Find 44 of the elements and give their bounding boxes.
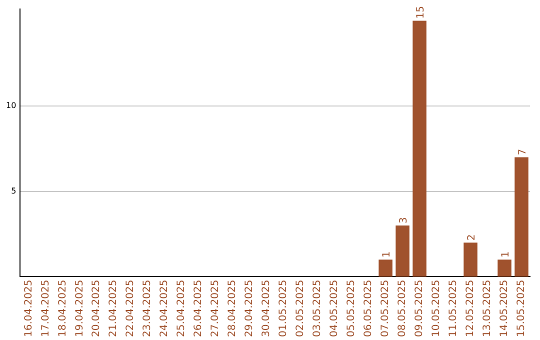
x-tick-label: 22.04.2025	[125, 280, 136, 338]
x-tick-label: 11.05.2025	[448, 280, 460, 338]
x-tick-label: 02.05.2025	[295, 280, 306, 338]
x-tick-label: 21.04.2025	[108, 280, 120, 338]
x-tick-label: 25.04.2025	[176, 280, 188, 338]
data-label: 1	[500, 251, 512, 258]
x-tick-label: 18.04.2025	[57, 280, 68, 338]
x-tick-label: 19.04.2025	[74, 280, 86, 338]
data-label: 7	[518, 148, 529, 156]
data-label: 3	[398, 217, 410, 224]
bar	[498, 260, 512, 277]
x-tick-label: 14.05.2025	[499, 280, 510, 338]
bar	[396, 226, 410, 277]
x-tick-label: 27.04.2025	[210, 280, 222, 338]
x-tick-label: 20.04.2025	[91, 280, 102, 338]
x-tick-label: 17.04.2025	[40, 280, 52, 338]
x-tick-label: 13.05.2025	[482, 280, 494, 338]
x-tick-label: 30.04.2025	[261, 280, 272, 338]
bar	[464, 242, 478, 277]
x-tick-label: 05.05.2025	[346, 280, 358, 338]
data-label: 15	[416, 6, 427, 19]
x-tick-label: 03.05.2025	[312, 280, 324, 338]
x-tick-label: 28.04.2025	[227, 280, 238, 338]
x-tick-label: 23.04.2025	[142, 280, 154, 338]
bar	[378, 260, 392, 277]
x-tick-label: 10.05.2025	[431, 280, 442, 338]
x-tick-label: 12.05.2025	[465, 280, 476, 338]
y-tick-label: 5	[11, 186, 16, 196]
x-tick-label: 04.05.2025	[329, 280, 340, 338]
x-tick-label: 07.05.2025	[380, 280, 392, 338]
x-tick-label: 15.05.2025	[516, 280, 528, 338]
data-label: 2	[466, 234, 478, 241]
x-tick-label: 24.04.2025	[159, 280, 170, 338]
bar	[514, 157, 528, 277]
x-tick-label: 06.05.2025	[363, 280, 374, 338]
data-label: 1	[382, 251, 393, 258]
x-tick-label: 16.04.2025	[23, 280, 34, 338]
y-tick-label: 10	[6, 101, 16, 110]
bar	[412, 20, 426, 277]
x-tick-label: 26.04.2025	[193, 280, 204, 338]
x-tick-label: 09.05.2025	[414, 280, 426, 338]
x-tick-label: 08.05.2025	[397, 280, 408, 338]
x-tick-label: 01.05.2025	[278, 280, 290, 338]
x-tick-label: 29.04.2025	[244, 280, 256, 338]
